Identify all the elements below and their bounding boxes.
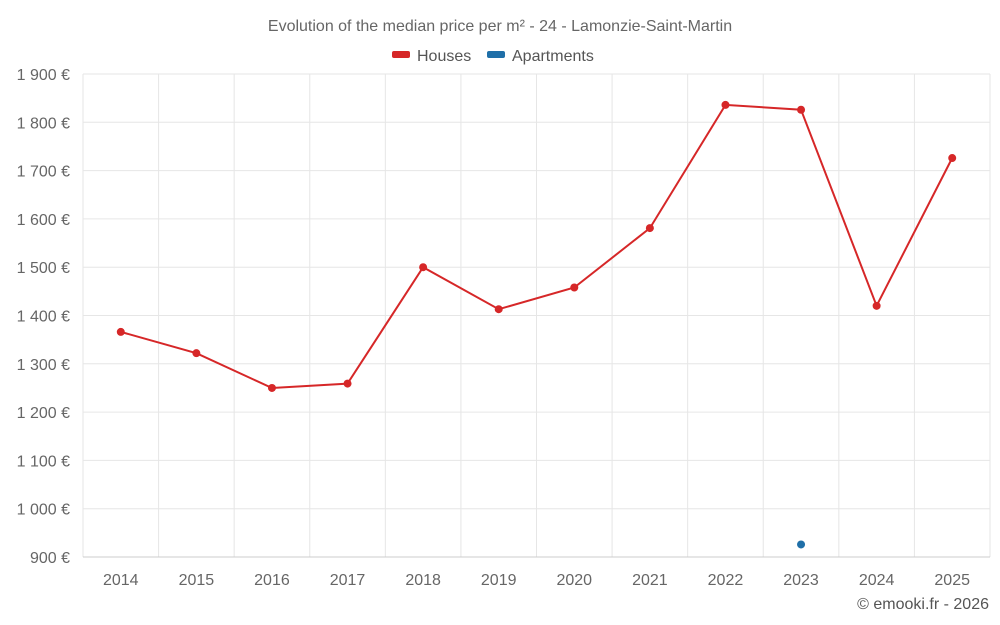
x-tick-label: 2022 [708,572,744,589]
series-points [116,100,957,549]
y-tick-label: 1 800 € [17,115,70,132]
credit-text: © emooki.fr - 2026 [857,596,989,613]
data-point-houses-2023[interactable] [797,105,806,114]
y-tick-label: 1 600 € [17,212,70,229]
legend-swatch-apartments [487,51,505,58]
data-point-houses-2025[interactable] [948,154,957,163]
x-tick-label: 2014 [103,572,139,589]
data-point-apartments-2023[interactable] [797,540,806,549]
x-tick-label: 2015 [179,572,215,589]
y-tick-label: 1 700 € [17,164,70,181]
x-tick-label: 2020 [556,572,592,589]
x-tick-label: 2018 [405,572,441,589]
y-tick-label: 1 100 € [17,453,70,470]
x-tick-label: 2019 [481,572,517,589]
y-tick-label: 1 900 € [17,67,70,84]
legend-swatch-houses [392,51,410,58]
x-tick-label: 2023 [783,572,819,589]
legend-label-houses: Houses [417,48,471,65]
chart-title: Evolution of the median price per m² - 2… [268,18,732,35]
data-point-houses-2015[interactable] [192,349,201,358]
data-point-houses-2016[interactable] [267,383,276,392]
series-lines [120,103,954,390]
legend-item-apartments[interactable]: Apartments [487,48,594,65]
data-point-houses-2020[interactable] [570,283,579,292]
y-tick-label: 1 200 € [17,405,70,422]
y-tick-label: 1 400 € [17,309,70,326]
y-tick-label: 1 500 € [17,260,70,277]
data-point-houses-2018[interactable] [419,263,428,272]
x-tick-label: 2016 [254,572,290,589]
x-tick-label: 2017 [330,572,366,589]
y-tick-label: 1 000 € [17,502,70,519]
x-axis-ticks: 2014 2015 2016 2017 2018 2019 2020 2021 2022 2023… [103,572,970,589]
y-tick-label: 900 € [30,550,70,567]
y-tick-label: 1 300 € [17,357,70,374]
data-point-houses-2024[interactable] [872,301,881,310]
data-point-houses-2021[interactable] [645,224,654,233]
x-tick-label: 2025 [934,572,970,589]
series-line-houses [120,103,954,390]
legend[interactable]: Houses Apartments [392,48,594,65]
x-tick-label: 2024 [859,572,895,589]
data-point-houses-2019[interactable] [494,305,503,314]
data-point-houses-2022[interactable] [721,100,730,109]
x-gridlines [82,74,991,557]
data-point-houses-2014[interactable] [116,327,125,336]
y-axis-ticks: 900 € 1 000 € 1 100 € 1 200 € 1 300 € 1 400 €… [17,67,70,567]
data-point-houses-2017[interactable] [343,379,352,388]
x-tick-label: 2021 [632,572,668,589]
legend-item-houses[interactable]: Houses [392,48,471,65]
legend-label-apartments: Apartments [512,48,594,65]
